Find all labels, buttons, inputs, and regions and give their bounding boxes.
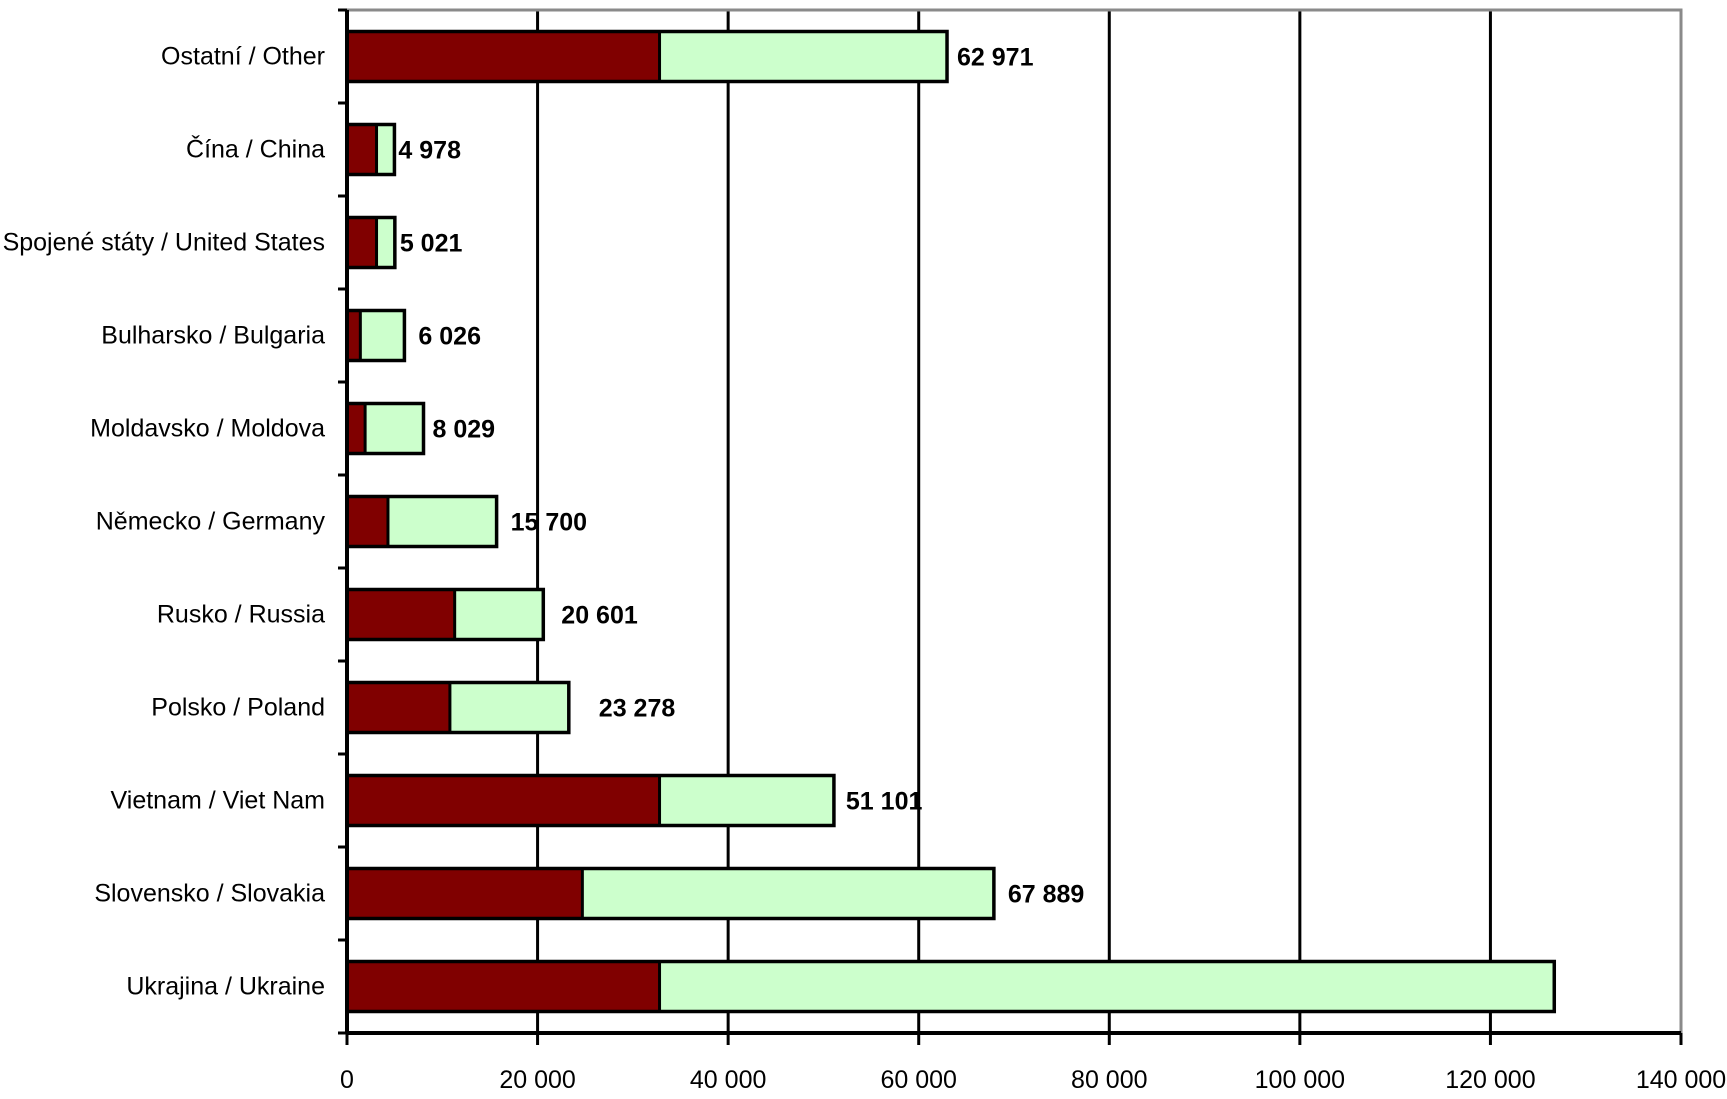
x-tick-label: 40 000 [690,1066,766,1094]
labels: Ostatní / Other 62 971 Čína / China 4 978 Sp… [3,43,1727,1095]
data-label: 67 889 [1008,881,1084,909]
x-tick-label: 80 000 [1071,1066,1147,1094]
x-tick-label: 0 [340,1066,354,1094]
bar-segment [347,868,583,919]
bar-segment [659,961,1555,1012]
data-label: 4 978 [398,137,461,165]
bar-segment [347,403,366,454]
x-tick-label: 100 000 [1255,1066,1345,1094]
x-tick-label: 20 000 [499,1066,575,1094]
gridlines [536,10,1492,1033]
category-label: Moldavsko / Moldova [90,415,325,443]
bar-segment [347,961,660,1012]
data-label: 6 026 [418,323,481,351]
data-label: 20 601 [561,602,638,630]
bar-segment [360,310,405,361]
bar-segment [347,589,455,640]
category-label: Vietnam / Viet Nam [111,787,325,815]
category-label: Čína / China [186,135,325,164]
bar-segment [347,775,660,826]
category-label: Spojené státy / United States [3,229,325,257]
category-label: Ukrajina / Ukraine [126,973,325,1001]
data-label: 8 029 [433,416,496,444]
data-label: 62 971 [957,44,1034,72]
category-label: Rusko / Russia [157,601,325,629]
category-label: Ostatní / Other [161,43,325,71]
bar-segment [376,217,395,268]
x-tick-label: 140 000 [1636,1066,1726,1094]
axes [338,8,1683,1045]
category-label: Německo / Germany [96,508,326,536]
category-label: Bulharsko / Bulgaria [101,322,325,350]
category-label: Slovensko / Slovakia [94,880,325,908]
data-label: 23 278 [599,695,676,723]
data-label: 15 700 [511,509,587,537]
bar-segment [387,496,497,547]
bars [345,29,1557,1014]
bar-segment [659,775,834,826]
plot-border [347,8,1683,1033]
bar-segment [347,217,377,268]
bar-segment [376,124,395,175]
plot-frame [347,8,1683,1033]
bar-segment [347,124,377,175]
bar-segment [454,589,544,640]
bar-segment [347,31,660,82]
bar-segment [347,496,388,547]
bar-segment [347,310,361,361]
bar-segment [582,868,994,919]
bar-segment [659,31,948,82]
category-label: Polsko / Poland [151,694,325,722]
x-tick-label: 120 000 [1445,1066,1535,1094]
data-label: 51 101 [846,788,923,816]
bar-segment [365,403,424,454]
data-label: 5 021 [400,230,463,258]
bar-segment [347,682,450,733]
x-tick-label: 60 000 [880,1066,956,1094]
bar-segment [449,682,569,733]
